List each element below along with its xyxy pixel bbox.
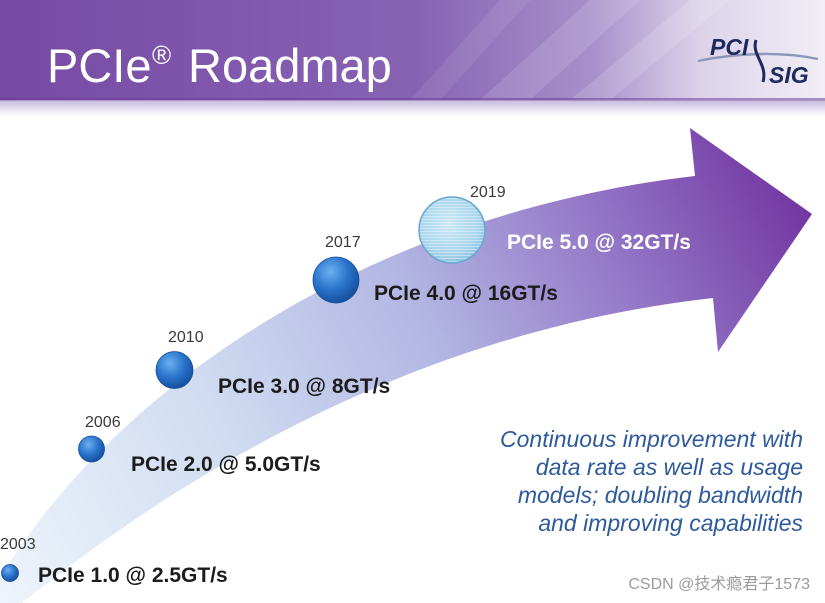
milestone-dot xyxy=(78,435,105,463)
header-banner xyxy=(0,0,825,116)
milestone-year: 2019 xyxy=(470,184,506,201)
milestone-label: PCIe 3.0 @ 8GT/s xyxy=(218,375,390,398)
callout-line: models; doubling bandwidth xyxy=(518,482,803,508)
milestone-dot-texture xyxy=(420,198,484,262)
header-background xyxy=(0,0,825,100)
milestone-label: PCIe 5.0 @ 32GT/s xyxy=(507,231,691,254)
watermark: CSDN @技术瘾君子1573 xyxy=(628,575,810,593)
milestone-2010: 2010 PCIe 3.0 @ 8GT/s xyxy=(155,329,390,398)
milestone-2003: 2003 PCIe 1.0 @ 2.5GT/s xyxy=(0,536,228,587)
logo-stroke xyxy=(753,39,766,83)
callout-line: Continuous improvement with xyxy=(500,426,803,452)
registered-mark: ® xyxy=(152,40,171,70)
page-title-main: PCIe xyxy=(47,39,152,92)
header-bottom-edge xyxy=(0,98,825,101)
milestone-label: PCIe 2.0 @ 5.0GT/s xyxy=(131,453,321,476)
header-light-streak xyxy=(410,0,530,100)
header-light-streak xyxy=(570,0,730,100)
header-fade xyxy=(0,101,825,116)
logo-text-sig: SIG xyxy=(769,62,809,88)
milestone-year: 2017 xyxy=(325,234,361,251)
milestone-year: 2006 xyxy=(85,414,121,431)
logo-swoosh xyxy=(697,52,819,63)
callout-line: data rate as well as usage xyxy=(536,454,803,480)
logo-text-pci: PCI xyxy=(710,34,749,60)
milestone-2006: 2006 PCIe 2.0 @ 5.0GT/s xyxy=(78,414,321,476)
milestone-year: 2003 xyxy=(0,536,36,553)
milestone-dot xyxy=(1,564,19,582)
callout-line: and improving capabilities xyxy=(538,510,803,536)
page-title-rest: Roadmap xyxy=(188,39,392,92)
page-title: PCIe® Roadmap xyxy=(47,39,392,92)
header-light-streak xyxy=(480,0,640,100)
milestone-label: PCIe 1.0 @ 2.5GT/s xyxy=(38,564,228,587)
milestone-year: 2010 xyxy=(168,329,204,346)
milestone-dot xyxy=(155,351,194,389)
milestone-dot xyxy=(312,256,360,304)
callout-text: Continuous improvement with data rate as… xyxy=(500,426,803,536)
pcisig-logo: PCI SIG xyxy=(697,34,819,88)
milestone-label: PCIe 4.0 @ 16GT/s xyxy=(374,282,558,305)
milestone-2017: 2017 PCIe 4.0 @ 16GT/s xyxy=(312,234,558,305)
milestone-2019: 2019 PCIe 5.0 @ 32GT/s xyxy=(418,184,691,264)
roadmap-arrow xyxy=(0,128,812,603)
